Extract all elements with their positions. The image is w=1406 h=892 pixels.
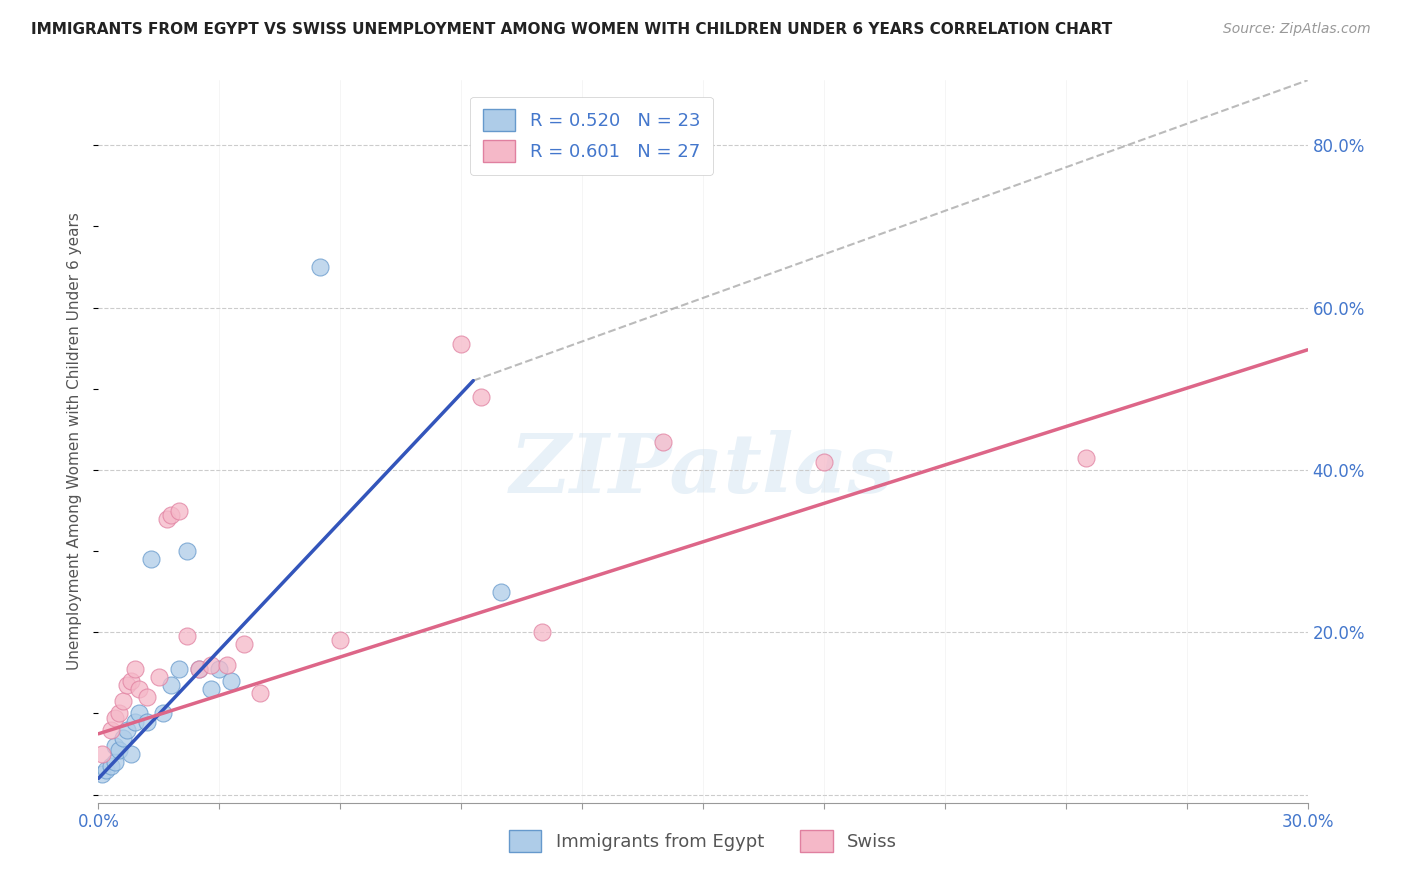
Point	[91, 767, 114, 781]
Y-axis label: Unemployment Among Women with Children Under 6 years: Unemployment Among Women with Children U…	[67, 212, 83, 671]
Point	[309, 260, 332, 274]
Point	[120, 747, 142, 761]
Point	[135, 714, 157, 729]
Point	[329, 633, 352, 648]
Point	[124, 662, 146, 676]
Point	[450, 337, 472, 351]
Text: IMMIGRANTS FROM EGYPT VS SWISS UNEMPLOYMENT AMONG WOMEN WITH CHILDREN UNDER 6 YE: IMMIGRANTS FROM EGYPT VS SWISS UNEMPLOYM…	[31, 22, 1112, 37]
Point	[103, 739, 125, 753]
Point	[120, 673, 142, 688]
Point	[217, 657, 239, 672]
Point	[249, 686, 271, 700]
Point	[200, 682, 222, 697]
Point	[111, 694, 134, 708]
Point	[1074, 450, 1097, 465]
Point	[103, 710, 125, 724]
Point	[148, 670, 170, 684]
Point	[167, 503, 190, 517]
Point	[188, 662, 211, 676]
Point	[96, 764, 118, 778]
Point	[91, 747, 114, 761]
Point	[100, 723, 122, 737]
Point	[135, 690, 157, 705]
Point	[107, 706, 129, 721]
Point	[491, 584, 513, 599]
Point	[139, 552, 162, 566]
Text: ZIPatlas: ZIPatlas	[510, 431, 896, 510]
Point	[200, 657, 222, 672]
Point	[115, 678, 138, 692]
Point	[124, 714, 146, 729]
Text: Source: ZipAtlas.com: Source: ZipAtlas.com	[1223, 22, 1371, 37]
Point	[188, 662, 211, 676]
Point	[111, 731, 134, 745]
Point	[107, 743, 129, 757]
Point	[100, 759, 122, 773]
Point	[470, 390, 492, 404]
Point	[167, 662, 190, 676]
Point	[221, 673, 243, 688]
Point	[156, 511, 179, 525]
Point	[103, 755, 125, 769]
Point	[160, 508, 183, 522]
Legend: Immigrants from Egypt, Swiss: Immigrants from Egypt, Swiss	[502, 822, 904, 859]
Point	[160, 678, 183, 692]
Point	[813, 455, 835, 469]
Point	[651, 434, 673, 449]
Point	[115, 723, 138, 737]
Point	[208, 662, 231, 676]
Point	[176, 629, 198, 643]
Point	[176, 544, 198, 558]
Point	[152, 706, 174, 721]
Point	[128, 706, 150, 721]
Point	[530, 625, 553, 640]
Point	[128, 682, 150, 697]
Point	[232, 638, 254, 652]
